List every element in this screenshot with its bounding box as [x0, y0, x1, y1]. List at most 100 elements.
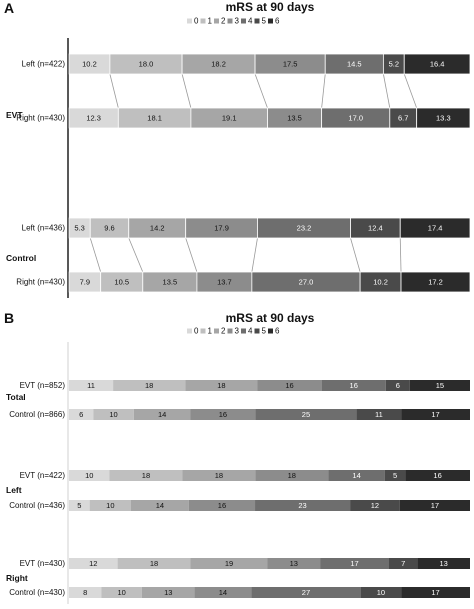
bar-segment-mrs-3 — [190, 409, 256, 420]
segment-value-label: 6 — [79, 410, 83, 419]
connector-line — [403, 73, 418, 109]
segment-value-label: 5 — [77, 501, 81, 510]
legend-label-5: 5 — [262, 17, 267, 26]
segment-value-label: 14.2 — [150, 224, 165, 233]
legend-swatch-3 — [227, 18, 233, 24]
row-label: Right (n=430) — [16, 114, 65, 123]
row-label: Control (n=430) — [9, 588, 65, 597]
segment-value-label: 13.5 — [163, 278, 178, 287]
bar-segment-mrs-6 — [401, 409, 470, 420]
row-label: Control (n=866) — [9, 410, 65, 419]
segment-value-label: 17.0 — [348, 114, 363, 123]
segment-value-label: 27.0 — [299, 278, 314, 287]
bar-segment-mrs-3 — [257, 380, 322, 391]
bar-segment-mrs-2 — [131, 500, 189, 511]
connector-line — [185, 237, 198, 273]
panel-a-row-labels: Left (n=422) Right (n=430) Left (n=436) Rig… — [16, 60, 65, 287]
segment-value-label: 18 — [150, 559, 158, 568]
bar-segment-mrs-5 — [350, 500, 400, 511]
bar-segment-mrs-6 — [405, 470, 470, 481]
segment-value-label: 5.2 — [389, 60, 399, 69]
bar-segment-mrs-2 — [133, 409, 191, 420]
segment-value-label: 6.7 — [398, 114, 408, 123]
segment-value-label: 13.3 — [436, 114, 451, 123]
segment-value-label: 14 — [156, 501, 164, 510]
bar-segment-mrs-4 — [321, 380, 386, 391]
connector-line — [89, 237, 102, 273]
bar-segment-mrs-6 — [401, 587, 470, 598]
segment-value-label: 16 — [285, 381, 293, 390]
segment-value-label: 25 — [302, 410, 310, 419]
bar-segment-mrs-2 — [182, 470, 256, 481]
legend-label-6: 6 — [275, 327, 280, 336]
panel-a-letter: A — [4, 0, 14, 16]
segment-value-label: 18 — [145, 381, 153, 390]
segment-value-label: 14 — [352, 471, 360, 480]
bar-segment-mrs-5 — [384, 470, 406, 481]
bar-segment-mrs-3 — [188, 500, 256, 511]
segment-value-label: 7.9 — [80, 278, 90, 287]
legend-swatch-1 — [200, 18, 206, 24]
legend-swatch-0 — [187, 18, 192, 24]
row-label: Left (n=436) — [22, 224, 66, 233]
segment-value-label: 23 — [298, 501, 306, 510]
segment-value-label: 16 — [218, 501, 226, 510]
group-label-right: Right — [6, 573, 28, 583]
group-label-total: Total — [6, 392, 26, 402]
bar-segment-mrs-1 — [93, 409, 134, 420]
panel-b-bars: 11 18 18 16 16 6 15 6 10 14 16 25 11 17 10 18 18 18 14 5 16 5… — [69, 380, 470, 598]
segment-value-label: 12 — [89, 559, 97, 568]
segment-value-label: 10.2 — [373, 278, 388, 287]
segment-value-label: 10 — [117, 588, 125, 597]
segment-value-label: 11 — [87, 381, 95, 390]
panel-a-connectors — [89, 73, 418, 273]
segment-value-label: 18 — [215, 471, 223, 480]
segment-value-label: 5 — [393, 471, 397, 480]
bar-segment-mrs-6 — [399, 500, 470, 511]
bar-segment-mrs-0 — [69, 409, 94, 420]
bar-segment-mrs-2 — [141, 587, 195, 598]
segment-value-label: 11 — [375, 410, 383, 419]
segment-value-label: 14 — [219, 588, 227, 597]
connector-line — [181, 73, 192, 109]
segment-value-label: 13 — [164, 588, 172, 597]
bar-segment-mrs-5 — [360, 587, 402, 598]
bar-segment-mrs-6 — [416, 107, 471, 129]
segment-value-label: 15 — [436, 381, 444, 390]
segment-value-label: 17.9 — [214, 224, 229, 233]
segment-value-label: 10 — [106, 501, 114, 510]
legend-swatch-0 — [187, 328, 192, 334]
segment-value-label: 7 — [401, 559, 405, 568]
row-label: Right (n=430) — [16, 278, 65, 287]
panel-b-letter: B — [4, 310, 14, 326]
legend-swatch-6 — [268, 328, 273, 334]
legend-label-0: 0 — [194, 17, 199, 26]
segment-value-label: 17 — [431, 410, 439, 419]
segment-value-label: 8 — [83, 588, 87, 597]
legend-swatch-4 — [241, 328, 246, 334]
bar-segment-mrs-0 — [69, 558, 118, 569]
legend-label-1: 1 — [208, 327, 213, 336]
segment-value-label: 6 — [396, 381, 400, 390]
connector-line — [251, 237, 258, 273]
segment-value-label: 18.0 — [139, 60, 154, 69]
segment-value-label: 13 — [290, 559, 298, 568]
segment-value-label: 16.4 — [430, 60, 445, 69]
legend-label-2: 2 — [221, 327, 226, 336]
segment-value-label: 10 — [109, 410, 117, 419]
segment-value-label: 12 — [371, 501, 379, 510]
connector-line — [321, 73, 326, 109]
bar-segment-mrs-4 — [320, 558, 389, 569]
segment-value-label: 16 — [433, 471, 441, 480]
segment-value-label: 13 — [439, 559, 447, 568]
legend-label-4: 4 — [248, 17, 253, 26]
segment-value-label: 10 — [377, 588, 385, 597]
segment-value-label: 17 — [350, 559, 358, 568]
segment-value-label: 10 — [85, 471, 93, 480]
bar-segment-mrs-4 — [255, 500, 351, 511]
bar-segment-mrs-5 — [388, 558, 418, 569]
bar-segment-mrs-2 — [185, 380, 258, 391]
